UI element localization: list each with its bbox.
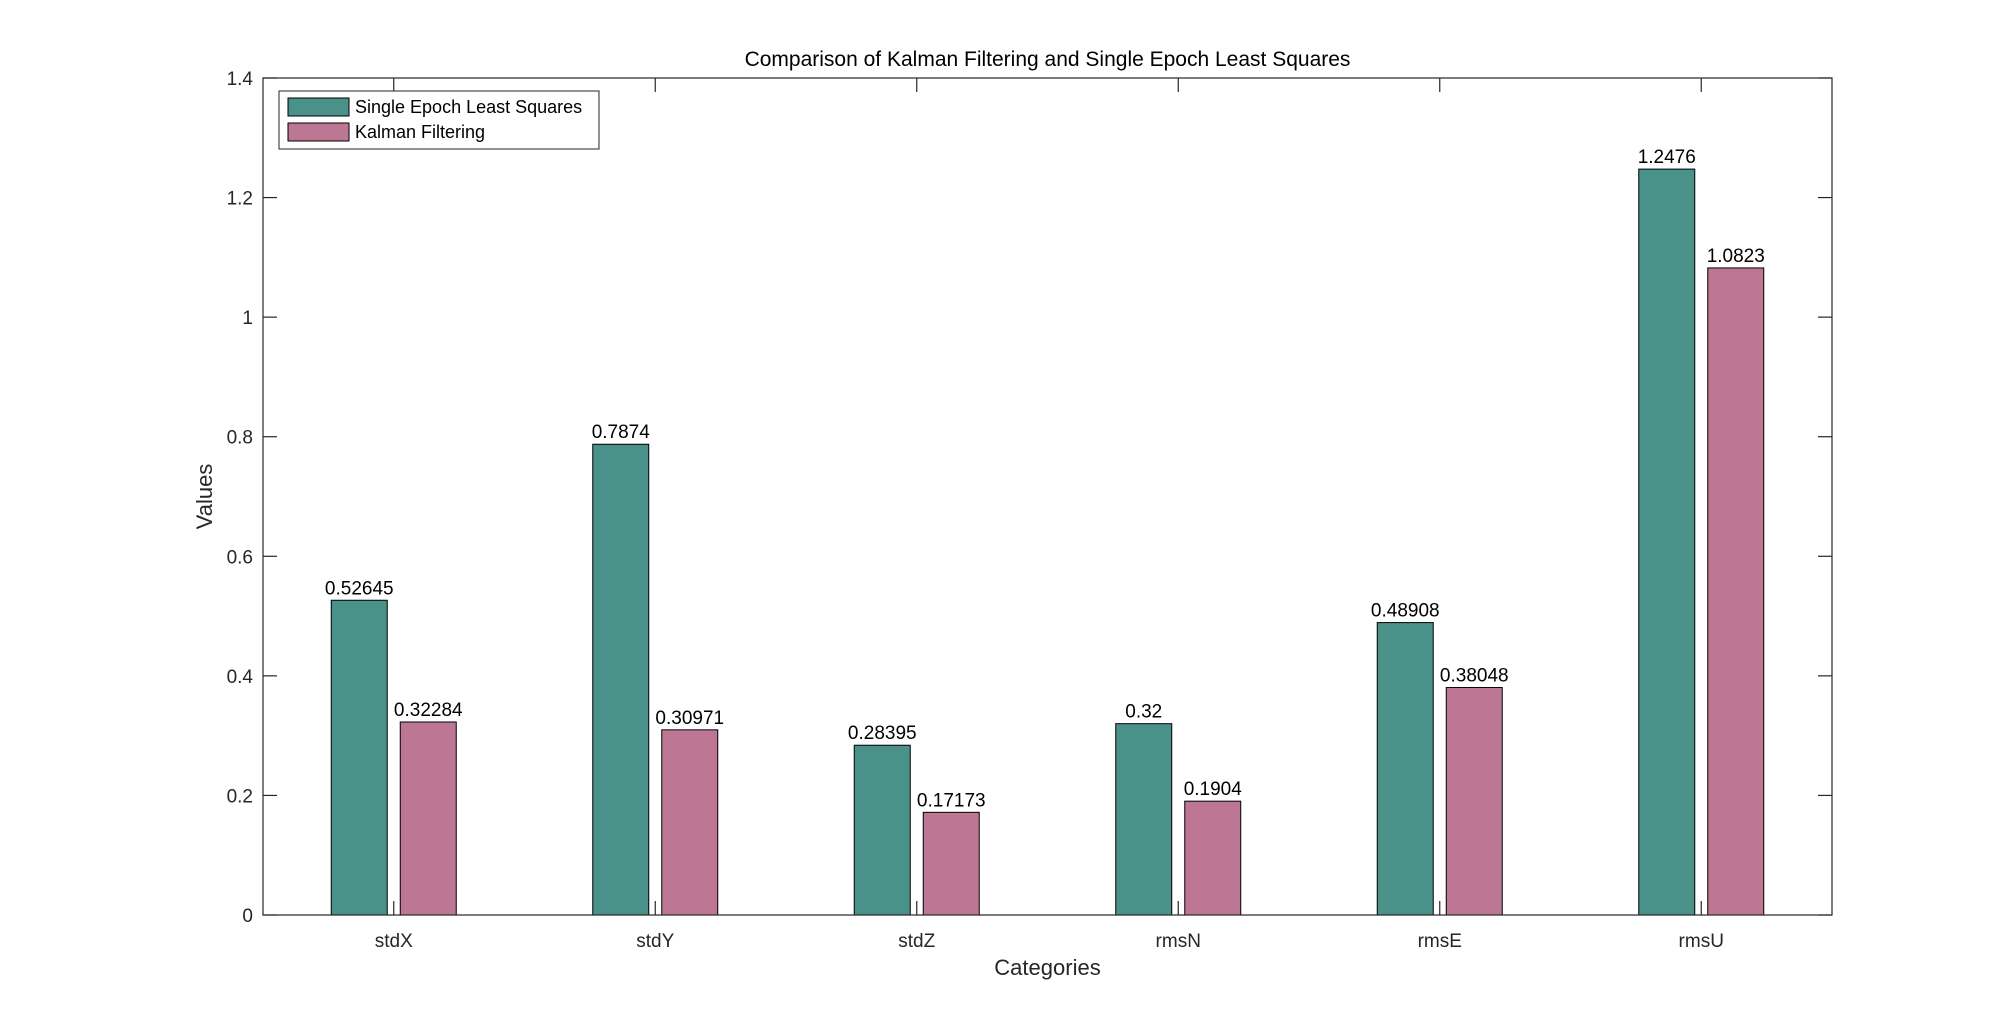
chart-title: Comparison of Kalman Filtering and Singl…	[745, 48, 1351, 71]
legend-swatch-kalman	[287, 122, 350, 142]
legend: Single Epoch Least Squares Kalman Filter…	[278, 90, 600, 150]
x-axis-title: Categories	[994, 955, 1100, 980]
ticks-layer: 0 0.2 0.4 0.6 0.8 1 1.2 1.4 stdX stdY stdZ rmsN rmsE…	[227, 69, 1832, 952]
data-label-kalman: 0.32284	[394, 700, 463, 721]
legend-label-kalman: Kalman Filtering	[355, 122, 485, 142]
bar-kalman	[661, 729, 719, 916]
data-label-kalman: 0.17173	[917, 790, 986, 811]
y-tick-label: 0.8	[227, 428, 253, 449]
data-label-kalman: 0.38048	[1440, 666, 1509, 687]
data-label-least-squares: 1.2476	[1638, 147, 1696, 168]
bar-least-squares	[853, 744, 911, 916]
y-tick-label: 0.4	[227, 667, 254, 688]
x-tick-label: rmsE	[1418, 931, 1462, 952]
bar-least-squares	[330, 599, 388, 916]
x-tick-label: stdZ	[898, 931, 935, 952]
data-label-least-squares: 0.48908	[1371, 601, 1440, 622]
y-axis-title: Values	[192, 464, 217, 530]
bar-kalman	[1184, 800, 1242, 916]
legend-swatch-least-squares	[287, 97, 350, 117]
x-tick-label: stdX	[375, 931, 413, 952]
data-label-kalman: 0.1904	[1184, 779, 1243, 800]
bar-kalman	[922, 811, 980, 916]
x-tick-label: rmsN	[1156, 931, 1201, 952]
y-tick-label: 0	[242, 906, 253, 927]
bar-least-squares	[1376, 622, 1434, 916]
data-label-kalman: 0.30971	[655, 708, 724, 729]
data-label-least-squares: 0.28395	[848, 723, 917, 744]
x-tick-label: rmsU	[1679, 931, 1724, 952]
y-tick-label: 1.2	[227, 189, 253, 210]
bar-least-squares	[1115, 723, 1173, 916]
bar-least-squares	[592, 443, 650, 916]
data-label-least-squares: 0.32	[1125, 702, 1162, 723]
bar-least-squares	[1638, 168, 1696, 916]
data-labels-layer: 0.52645 0.32284 0.7874 0.30971 0.28395 0.1717…	[325, 147, 1765, 811]
y-tick-label: 1.4	[227, 69, 254, 90]
data-label-kalman: 1.0823	[1707, 246, 1765, 267]
plot-area-frame	[262, 77, 1833, 916]
bar-kalman	[399, 721, 457, 916]
legend-label-least-squares: Single Epoch Least Squares	[355, 97, 582, 117]
bar-kalman	[1707, 267, 1765, 916]
bar-kalman	[1445, 687, 1503, 916]
y-tick-label: 0.6	[227, 547, 253, 568]
y-tick-label: 1	[242, 308, 253, 329]
y-tick-label: 0.2	[227, 786, 253, 807]
data-label-least-squares: 0.7874	[592, 422, 651, 443]
bars-layer	[330, 168, 1765, 916]
x-tick-label: stdY	[636, 931, 674, 952]
data-label-least-squares: 0.52645	[325, 578, 394, 599]
